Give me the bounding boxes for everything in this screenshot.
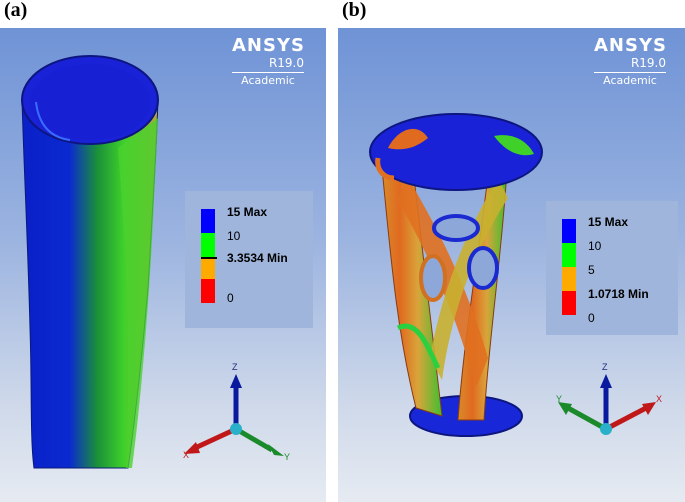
brand-name: ANSYS (232, 35, 305, 56)
legend-b-label-0: 0 (588, 311, 595, 325)
legend-b-band-blue (562, 219, 576, 243)
legend-b-label-max: 15 Max (588, 215, 629, 229)
legend-a-label-max: 15 Max (227, 205, 268, 219)
legend-b-band-orange (562, 267, 576, 291)
legend-b-colorbar (562, 219, 576, 315)
legend-a-label-10: 10 (227, 229, 241, 243)
legend-a-min-marker (201, 257, 217, 259)
socket-model-b (369, 113, 543, 437)
ansys-brand-a: ANSYS R19.0 Academic (232, 36, 304, 88)
legend-a-band-red (201, 279, 215, 303)
legend-b-band-red (562, 291, 576, 315)
legend-b-label-5: 5 (588, 263, 595, 277)
brand-version: R19.0 (630, 56, 666, 70)
viewport-a: ANSYS R19.0 Academic 15 Max 10 3.3534 Mi… (0, 28, 326, 502)
viewport-b: ANSYS R19.0 Academic 15 Max 10 5 1.0718 … (338, 28, 685, 502)
legend-b-band-green (562, 243, 576, 267)
brand-edition: Academic (232, 72, 304, 88)
panel-a-label: (a) (4, 0, 28, 21)
legend-a-band-orange (201, 257, 215, 279)
legend-a-band-green (201, 233, 215, 257)
legend-a-label-0: 0 (227, 291, 234, 305)
legend-b: 15 Max 10 5 1.0718 Min 0 (546, 201, 678, 335)
panel-b-label: (b) (342, 0, 367, 21)
brand-edition: Academic (594, 72, 666, 88)
legend-a-band-blue (201, 209, 215, 233)
legend-a-label-min: 3.3534 Min (227, 251, 288, 265)
legend-b-label-10: 10 (588, 239, 602, 253)
legend-a: 15 Max 10 3.3534 Min 0 (185, 191, 313, 328)
ansys-brand-b: ANSYS R19.0 Academic (594, 36, 666, 88)
socket-model-a (21, 55, 159, 469)
brand-version: R19.0 (268, 56, 304, 70)
brand-name: ANSYS (594, 35, 667, 56)
legend-b-label-min: 1.0718 Min (588, 287, 649, 301)
legend-a-colorbar (201, 209, 215, 303)
